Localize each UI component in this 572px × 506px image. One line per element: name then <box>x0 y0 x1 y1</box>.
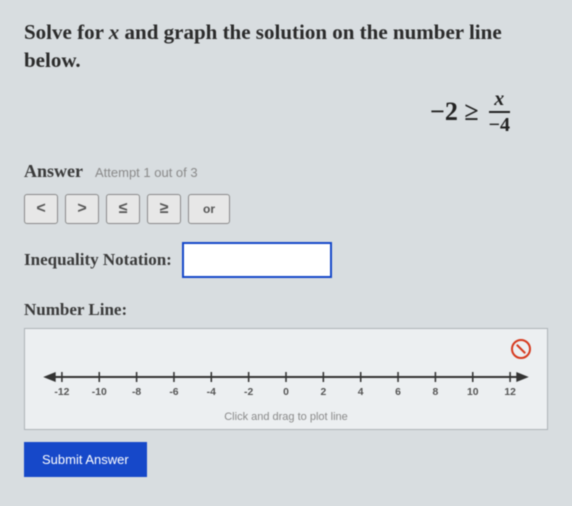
svg-text:-8: -8 <box>132 387 142 398</box>
less-than-button[interactable]: < <box>24 194 58 224</box>
submit-answer-button[interactable]: Submit Answer <box>24 442 147 477</box>
svg-text:12: 12 <box>504 387 516 398</box>
number-line[interactable]: -12 -10 -8 -6 -4 -2 0 2 4 6 8 10 12 <box>37 357 535 409</box>
svg-text:4: 4 <box>358 387 364 398</box>
answer-label: Answer <box>24 161 83 182</box>
svg-text:10: 10 <box>467 387 479 398</box>
greater-than-button[interactable]: > <box>65 194 99 224</box>
number-line-hint: Click and drag to plot line <box>37 411 535 423</box>
question-prompt: Solve for x and graph the solution on th… <box>24 18 548 75</box>
svg-text:6: 6 <box>395 387 401 398</box>
less-equal-button[interactable]: ≤ <box>106 194 140 224</box>
fraction-denominator: −4 <box>489 113 510 135</box>
attempt-counter: Attempt 1 out of 3 <box>95 165 198 180</box>
svg-text:-10: -10 <box>92 387 107 398</box>
equation-fraction: x −4 <box>489 89 510 135</box>
prompt-pre: Solve for <box>24 20 109 44</box>
svg-text:8: 8 <box>433 387 439 398</box>
greater-equal-button[interactable]: ≥ <box>147 194 181 224</box>
inequality-expression: −2 ≥ x −4 <box>24 89 548 135</box>
svg-text:-2: -2 <box>244 387 254 398</box>
inequality-notation-label: Inequality Notation: <box>24 250 172 270</box>
equation-lhs: −2 ≥ <box>430 97 479 127</box>
svg-text:2: 2 <box>320 387 326 398</box>
svg-text:-6: -6 <box>169 387 179 398</box>
prompt-variable: x <box>109 20 120 44</box>
number-line-label: Number Line: <box>24 300 548 320</box>
fraction-numerator: x <box>490 89 508 111</box>
inequality-notation-input[interactable] <box>182 242 332 278</box>
svg-text:0: 0 <box>283 387 289 398</box>
or-button[interactable]: or <box>188 194 230 224</box>
svg-text:-12: -12 <box>54 387 69 398</box>
svg-text:-4: -4 <box>207 387 217 398</box>
number-line-panel: -12 -10 -8 -6 -4 -2 0 2 4 6 8 10 12 Click and drag t… <box>24 328 548 430</box>
operator-toolbar: < > ≤ ≥ or <box>24 194 548 224</box>
